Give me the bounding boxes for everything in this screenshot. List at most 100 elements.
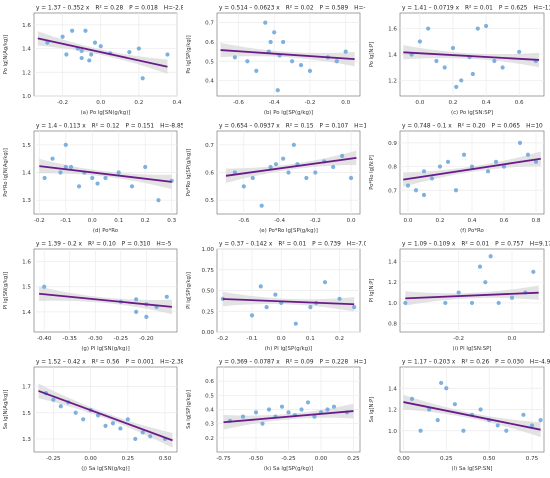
data-point: [144, 314, 149, 320]
data-point: [477, 264, 483, 269]
y-tick-label: 1.00: [202, 247, 215, 253]
x-axis-label: (i) Pl lg[SN:SP]: [453, 346, 492, 352]
data-point: [103, 175, 108, 181]
chart-panel: -0.40 -0.35 -0.30 -0.25 -0.20 1.4 1.5 1.6 y = 1.…: [0, 236, 183, 354]
x-tick-label: 0.0: [415, 100, 424, 106]
chart-panel: -0.2 0.0 0.8 1.0 1.2 1.4 y = 1.09 – 0.109 x R² …: [366, 236, 550, 354]
data-point: [439, 380, 444, 386]
data-point: [268, 164, 273, 170]
data-point: [140, 430, 145, 435]
data-point: [305, 400, 311, 405]
data-point: [426, 26, 431, 31]
x-tick-label: 0.0: [347, 218, 356, 224]
y-axis-label: Po*Ro lg[SP(g/kg)]: [186, 149, 192, 197]
data-point: [241, 184, 246, 189]
data-point: [427, 407, 432, 412]
data-point: [461, 428, 466, 433]
regression-line: [403, 157, 541, 181]
x-axis-label: (a) Po lg[SN(g/kg)]: [81, 110, 131, 116]
h-text: H=-13.91: [533, 6, 550, 12]
y-axis-label: Po lg[N:P]: [369, 42, 375, 67]
chart-panel: 0.00 0.25 0.50 0.75 1.0 1.2 1.4 y = 1.17 – 0.20…: [366, 354, 550, 474]
chart-panel: -0.2 -0.1 0.0 0.1 0.2 0.3 1.3 1.4 1.5 y = 1.4 – 0…: [0, 118, 185, 236]
equation-text: y = 1.39 – 0.2 x: [36, 242, 83, 248]
data-point: [485, 169, 491, 174]
p-text: P = 0.151: [125, 124, 154, 130]
data-point: [483, 23, 489, 29]
chart-svg: -0.2 0.0 0.8 1.0 1.2 1.4 y = 1.09 – 0.109 x R² …: [369, 241, 550, 353]
data-point: [143, 164, 148, 170]
data-point: [272, 30, 277, 35]
x-axis-label: (b) Po lg[SP(g/kg)]: [264, 110, 313, 116]
y-tick-label: 1.4: [388, 53, 397, 59]
h-text: H=10.67: [354, 124, 366, 130]
x-axis-label: (f) Po*Ro: [460, 228, 484, 234]
x-tick-label: -0.25: [114, 336, 129, 342]
data-point: [322, 280, 328, 285]
x-tick-label: -0.50: [249, 456, 264, 462]
p-text: P = 0.065: [491, 124, 520, 130]
data-point: [478, 407, 483, 412]
data-point: [343, 49, 348, 54]
data-point: [352, 305, 357, 310]
chart-panel: 0.0 0.2 0.4 0.6 0.8 0.7 0.8 0.9 y = 0.748 – 0.1 …: [366, 118, 550, 236]
regression-line: [39, 165, 172, 183]
data-point: [434, 58, 439, 64]
regression-line: [403, 401, 541, 431]
y-axis-label: Po*Ro lg[N(Ag/kg)]: [3, 148, 9, 197]
h-text: H=-2.38: [160, 360, 183, 366]
data-point: [469, 300, 475, 306]
y-tick-label: 1.2: [388, 408, 397, 414]
data-point: [83, 28, 88, 33]
stats-annotation: y = 0.369 – 0.0787 x R² = 0.09 P = 0.228 H=…: [219, 359, 366, 366]
y-tick-label: 1.6: [388, 27, 397, 33]
chart-svg: -0.25 0.00 0.25 0.50 1.3 1.5 1.7 y = 1.52 – 0.4…: [3, 359, 185, 473]
equation-text: y = 1.09 – 0.109 x: [402, 242, 456, 248]
x-tick-label: 0.4: [173, 100, 182, 106]
regression-line: [405, 291, 539, 300]
x-tick-label: -0.2: [34, 218, 45, 224]
chart-svg: -0.2 0.0 0.2 0.4 1.0 1.2 1.4 1.6 y = 1.37 – 0.35…: [3, 5, 188, 117]
data-point: [493, 159, 499, 164]
data-point: [413, 188, 419, 193]
data-point: [73, 410, 78, 415]
data-point: [58, 170, 63, 175]
x-tick-label: 0.3: [167, 218, 176, 224]
y-axis-label: Pl lg[SN(g/kg)]: [3, 272, 9, 310]
x-tick-label: 0.25: [347, 456, 360, 462]
x-tick-label: -0.20: [139, 336, 154, 342]
x-tick-label: 0.0: [341, 100, 350, 106]
data-point: [148, 434, 153, 439]
h-text: H=-5: [156, 242, 171, 248]
y-tick-label: 0.6: [205, 379, 214, 385]
x-tick-label: 0.50: [483, 456, 496, 462]
x-axis-label: (j) Sa lg[SN(g/kg)]: [81, 466, 129, 472]
x-tick-label: 0.25: [440, 456, 453, 462]
data-point: [421, 192, 427, 198]
r2-text: R² = 0.15: [286, 123, 314, 130]
equation-text: y = 0.514 – 0.0623 x: [219, 6, 280, 12]
y-tick-label: 1.7: [22, 385, 31, 391]
chart-svg: -0.2 -0.1 0.0 0.1 0.2 0.3 1.3 1.4 1.5 y = 1.4 – 0…: [3, 123, 185, 235]
data-point: [140, 76, 145, 81]
y-tick-label: 0.5: [205, 393, 214, 399]
y-axis-label: Po*Ro lg[N:P]: [369, 155, 375, 189]
data-point: [331, 404, 337, 409]
data-point: [279, 404, 285, 409]
y-axis-label: Sa lg[N:P]: [369, 397, 375, 423]
y-tick-label: 1.4: [388, 386, 397, 392]
data-point: [165, 52, 170, 57]
data-point: [232, 55, 237, 60]
data-point: [437, 164, 443, 169]
data-point: [250, 175, 255, 181]
r2-text: R² = 0.26: [461, 359, 489, 366]
data-point: [254, 68, 259, 74]
x-tick-label: -0.25: [46, 456, 61, 462]
y-tick-label: 0.8: [388, 165, 397, 171]
data-point: [64, 52, 69, 57]
data-point: [281, 156, 286, 161]
p-text: P = 0.018: [129, 6, 158, 12]
data-point: [475, 26, 480, 31]
x-tick-label: 0.4: [482, 100, 491, 106]
y-tick-label: 0.7: [388, 188, 397, 194]
